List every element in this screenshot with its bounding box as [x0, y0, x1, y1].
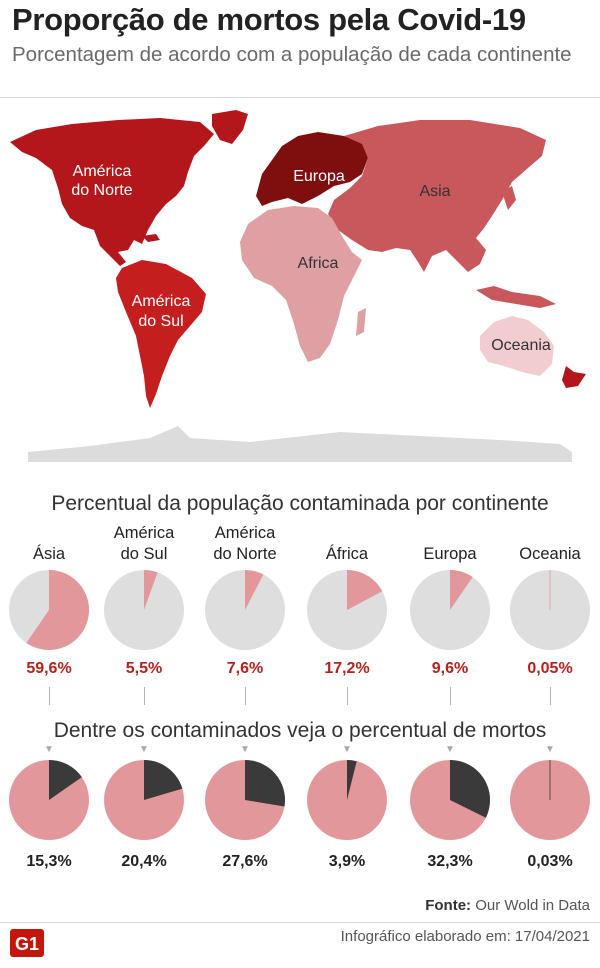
g1-logo: G1 — [10, 929, 44, 957]
arrow-down-icon-0: ▼ — [44, 744, 54, 755]
contaminated-value-5: 0,05% — [527, 660, 573, 677]
world-map: América do Norte América do Sul Europa A… — [10, 110, 586, 462]
new-zealand-region — [562, 366, 586, 388]
deaths-value-3: 3,9% — [328, 853, 366, 870]
greenland-region — [212, 110, 248, 144]
connector-line-3 — [347, 687, 348, 705]
deaths-pie-5 — [510, 760, 590, 840]
deaths-value-1: 20,4% — [121, 853, 167, 870]
contaminated-pie-0 — [9, 570, 89, 650]
connector-line-5 — [550, 687, 551, 705]
footer-divider — [0, 922, 600, 923]
category-label-5: Oceania — [519, 545, 581, 563]
deaths-pie-1-slice — [144, 760, 183, 800]
japan-region — [502, 186, 516, 210]
category-label-4: Europa — [423, 545, 477, 563]
label-south-america-line1: América — [132, 293, 191, 310]
deaths-value-5: 0,03% — [527, 853, 573, 870]
page-subtitle: Porcentagem de acordo com a população de… — [12, 43, 572, 66]
arrow-down-icon-5: ▼ — [545, 744, 555, 755]
label-europe: Europa — [293, 168, 345, 185]
contaminated-value-1: 5,5% — [125, 660, 163, 677]
antarctica-region — [28, 426, 572, 462]
label-asia: Asia — [419, 183, 450, 200]
arrow-down-icon-1: ▼ — [139, 744, 149, 755]
arrow-down-icon-4: ▼ — [445, 744, 455, 755]
contaminated-pie-4-slice — [450, 570, 473, 610]
africa-region — [240, 206, 362, 362]
label-africa: Africa — [298, 255, 339, 272]
deaths-section-title: Dentre os contaminados veja o percentual… — [53, 719, 547, 742]
label-north-america-line1: América — [73, 163, 132, 180]
arrow-down-icon-2: ▼ — [240, 744, 250, 755]
label-south-america-line2: do Sul — [138, 313, 183, 330]
contaminated-pie-3-slice — [347, 570, 383, 610]
deaths-value-2: 27,6% — [222, 853, 268, 870]
madagascar-region — [356, 308, 366, 336]
deaths-pie-0 — [9, 760, 89, 840]
source-note: Fonte: Our Wold in Data — [425, 897, 590, 914]
europe-region — [256, 132, 368, 206]
source-label: Fonte: — [425, 897, 472, 914]
arrow-down-icon-3: ▼ — [342, 744, 352, 755]
connector-line-2 — [245, 687, 246, 705]
asia-region — [328, 120, 546, 272]
contaminated-section-title: Percentual da população contaminada por … — [51, 492, 549, 515]
page-title: Proporção de mortos pela Covid-19 — [12, 2, 526, 37]
contaminated-pie-2-slice — [245, 570, 264, 610]
contaminated-pie-2 — [205, 570, 285, 650]
contaminated-pie-1 — [104, 570, 184, 650]
category-label-0: Ásia — [32, 545, 66, 563]
contaminated-value-0: 59,6% — [26, 660, 72, 677]
oceania-region — [480, 316, 554, 376]
category-label-1: América do Sul — [113, 524, 175, 563]
contaminated-pie-4 — [410, 570, 490, 650]
deaths-pie-4-slice — [450, 760, 490, 818]
connector-line-4 — [450, 687, 451, 705]
connector-line-1 — [144, 687, 145, 705]
contaminated-pie-3 — [307, 570, 387, 650]
contaminated-value-4: 9,6% — [431, 660, 469, 677]
deaths-pie-1 — [104, 760, 184, 840]
contaminated-pie-5 — [510, 570, 590, 650]
deaths-pie-2-slice — [245, 760, 285, 807]
deaths-value-4: 32,3% — [427, 853, 473, 870]
footer-date: Infográfico elaborado em: 17/04/2021 — [340, 928, 590, 945]
deaths-pie-0-slice — [49, 760, 82, 800]
divider — [0, 97, 600, 98]
source-text: Our Wold in Data — [475, 897, 590, 914]
contaminated-value-2: 7,6% — [226, 660, 264, 677]
connector-line-0 — [49, 687, 50, 705]
south-america-region — [116, 260, 206, 408]
deaths-pie-3-slice — [347, 760, 357, 800]
g1-logo-text: G1 — [15, 934, 39, 954]
category-label-2: América do Norte — [213, 524, 277, 563]
deaths-value-0: 15,3% — [26, 853, 72, 870]
label-oceania: Oceania — [491, 337, 551, 354]
contaminated-pie-0-slice — [26, 570, 89, 650]
indonesia-region — [476, 286, 556, 308]
contaminated-pie-1-slice — [144, 570, 158, 610]
north-america-region — [10, 118, 214, 252]
deaths-pie-2 — [205, 760, 285, 840]
caribbean-region — [142, 234, 160, 242]
central-america-region — [94, 230, 126, 266]
deaths-pie-4 — [410, 760, 490, 840]
deaths-pie-3 — [307, 760, 387, 840]
category-label-3: África — [325, 545, 369, 563]
label-north-america-line2: do Norte — [71, 182, 132, 199]
contaminated-value-3: 17,2% — [324, 660, 370, 677]
